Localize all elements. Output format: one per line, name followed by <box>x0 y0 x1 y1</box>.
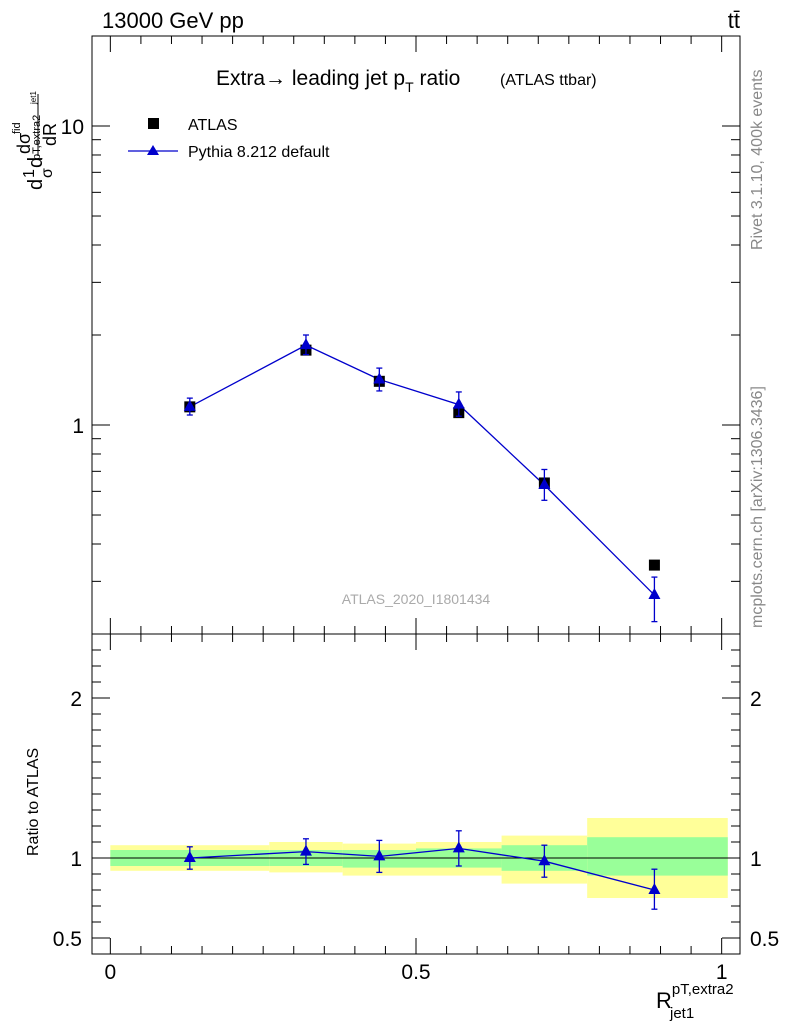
analysis-watermark: ATLAS_2020_I1801434 <box>342 591 491 607</box>
ratio-panel-frame <box>91 633 741 955</box>
ratio-point <box>183 851 196 862</box>
main-y-axis-label: d 1 σ d dσ fid pT,extra2 jet1 dR <box>11 91 60 190</box>
ylabel-fid: fid <box>11 122 23 134</box>
pythia-series-line <box>189 344 655 596</box>
rivet-info-label: Rivet 3.1.10, 400k events <box>749 69 766 250</box>
main-title-tail: ratio <box>414 67 461 90</box>
legend-pythia-label: Pythia 8.212 default <box>188 144 330 161</box>
main-panel: 1 10 Extra→ leading jet pT ratio (ATLAS t… <box>11 35 741 635</box>
ratio-point <box>299 844 312 856</box>
ylabel-ptextra2: pT,extra2 <box>31 115 43 160</box>
main-title-subscript: T <box>405 79 414 95</box>
energy-label: 13000 GeV pp <box>102 8 244 33</box>
ratio-point <box>538 854 551 866</box>
ratio-x-tick-label: 0 <box>104 961 116 984</box>
main-title: Extra→ leading jet pT ratio <box>216 67 460 95</box>
pythia-point <box>299 338 312 350</box>
ylabel-sigma: σ <box>39 168 56 178</box>
pythia-point <box>538 478 551 490</box>
legend-atlas-marker <box>148 118 159 129</box>
main-y-tick-label: 1 <box>72 415 84 438</box>
ylabel-dsigma: dσ <box>14 133 34 154</box>
legend-pythia-marker <box>147 145 159 155</box>
ylabel-dr: dR <box>40 123 60 146</box>
ratio-y-tick-label: 0.5 <box>53 928 82 951</box>
ylabel-one: 1 <box>21 169 38 178</box>
ratio-point <box>373 849 386 861</box>
xlabel-subscript: jet1 <box>669 1005 694 1022</box>
main-y-tick-label: 10 <box>61 116 84 139</box>
ratio-y-tick-label: 2 <box>70 688 82 711</box>
ratio-x-axis-label: RpT,extra2 <box>656 981 734 1013</box>
main-title-small: (ATLAS ttbar) <box>500 72 597 89</box>
pythia-point <box>452 397 465 409</box>
mcplots-info-label: mcplots.cern.ch [arXiv:1306.3436] <box>749 386 766 628</box>
xlabel-main: R <box>656 988 672 1013</box>
atlas-point <box>648 559 660 571</box>
ratio-y-tick-label-right: 0.5 <box>750 928 779 951</box>
ratio-y-axis-label: Ratio to ATLAS <box>25 748 42 856</box>
ratio-point <box>648 883 661 894</box>
process-label: tt̄ <box>728 8 740 33</box>
ratio-x-tick-label: 1 <box>716 961 728 984</box>
ratio-y-tick-label-right: 2 <box>750 688 762 711</box>
ylabel-jet1: jet1 <box>29 91 38 105</box>
main-axis-ticks: 1 10 <box>61 35 740 635</box>
ratio-x-tick-label: 0.5 <box>401 961 430 984</box>
legend: ATLAS Pythia 8.212 default <box>128 117 330 161</box>
ratio-inner-band <box>587 837 728 876</box>
ylabel-d2: d <box>25 157 47 168</box>
main-data-points <box>183 334 661 623</box>
pythia-point <box>183 399 196 411</box>
xlabel-superscript: pT,extra2 <box>672 981 734 998</box>
ratio-data-points <box>183 830 661 910</box>
ratio-y-tick-label-right: 1 <box>750 848 762 871</box>
main-title-text: Extra→ leading jet p <box>216 67 405 90</box>
pythia-point <box>373 372 386 384</box>
ratio-point <box>452 841 465 853</box>
legend-atlas-label: ATLAS <box>188 117 238 134</box>
ylabel-d1: d <box>25 179 47 190</box>
ratio-y-tick-label: 1 <box>70 848 82 871</box>
ratio-panel: 0.5 0.5 1 1 2 2 0 0.5 1 Ratio to ATLAS RpT,extra… <box>25 633 779 1022</box>
ratio-series-line <box>189 847 655 891</box>
ratio-axis-ticks: 0.5 0.5 1 1 2 2 0 0.5 1 <box>53 634 779 984</box>
pythia-point <box>648 588 661 600</box>
